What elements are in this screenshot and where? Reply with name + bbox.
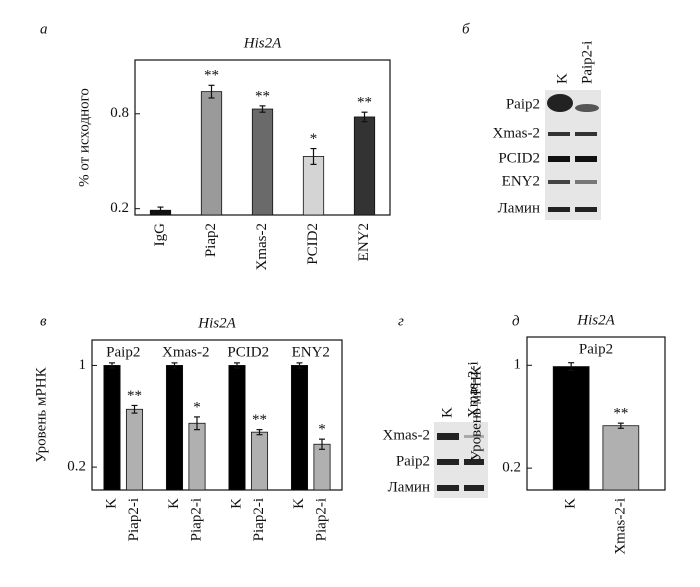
y-tick-label: 1	[79, 357, 87, 373]
bar	[302, 156, 325, 216]
plot-frame	[526, 336, 666, 491]
x-tick-label: PCID2	[305, 223, 321, 265]
x-tick-label: Piap2-i	[313, 498, 329, 541]
blot-row: Ламин	[388, 479, 430, 495]
error-bar	[361, 111, 368, 123]
significance: *	[318, 422, 326, 438]
blot-column: K	[554, 73, 570, 84]
bar	[125, 408, 144, 491]
group-label: Paip2	[579, 341, 613, 357]
x-tick-label: K	[228, 498, 244, 509]
error-bar	[157, 206, 164, 215]
group-label: Paip2	[106, 344, 140, 360]
bar	[251, 108, 274, 216]
chart-title: His2A	[197, 315, 236, 331]
blot-row: PCID2	[498, 150, 540, 166]
y-axis-label: % от исходного	[76, 88, 92, 187]
bar	[165, 365, 184, 491]
blot	[434, 422, 488, 498]
error-bar	[171, 362, 178, 369]
x-tick-label: Xmas-2	[254, 223, 270, 271]
error-bar	[234, 362, 240, 369]
y-axis-label: Уровень мРНК	[33, 366, 49, 462]
bar	[188, 422, 206, 491]
error-bar	[310, 147, 317, 165]
y-tick-label: 0.2	[502, 460, 521, 476]
panel-label: г	[398, 313, 404, 329]
bar	[290, 365, 309, 491]
significance: **	[613, 406, 628, 422]
blot-row: Ламин	[498, 200, 540, 216]
group-label: PCID2	[227, 344, 269, 360]
blot-row: Xmas-2	[383, 427, 431, 443]
blot-column: Paip2-i	[579, 41, 595, 84]
blot-row: Xmas-2	[493, 125, 541, 141]
y-tick-label: 1	[514, 357, 522, 373]
x-tick-label: K	[563, 498, 579, 509]
significance: *	[193, 399, 201, 415]
group-label: Xmas-2	[162, 344, 210, 360]
blot-row: ENY2	[502, 173, 540, 189]
error-bar	[208, 84, 215, 99]
panel-label: в	[40, 313, 47, 329]
group-label: ENY2	[292, 344, 330, 360]
x-tick-label: Piap2	[203, 223, 219, 257]
significance: **	[357, 95, 372, 111]
error-bar	[296, 362, 303, 369]
y-tick-label: 0.2	[67, 459, 86, 475]
blot-column: K	[439, 407, 455, 418]
x-tick-label: ENY2	[356, 223, 372, 261]
x-tick-label: K	[291, 498, 307, 509]
bar	[250, 431, 269, 491]
error-bar	[109, 362, 115, 369]
y-tick-label: 0.8	[110, 105, 129, 121]
x-tick-label: K	[103, 498, 119, 509]
y-axis-label: Уровень мРНК	[468, 365, 484, 461]
bar	[552, 366, 590, 491]
blot	[545, 90, 601, 220]
x-tick-label: IgG	[152, 223, 168, 246]
x-tick-label: Piap2-i	[251, 498, 267, 541]
x-tick-label: Piap2-i	[126, 498, 142, 541]
panel-label: д	[512, 313, 520, 329]
bar	[602, 425, 640, 491]
bar	[103, 365, 121, 491]
chart-title: His2A	[243, 35, 282, 51]
error-bar	[319, 438, 325, 450]
error-bar	[259, 105, 266, 113]
bar	[313, 443, 331, 491]
x-tick-label: Piap2-i	[188, 498, 204, 541]
x-tick-label: Xmas-2-i	[612, 498, 628, 555]
error-bar	[617, 422, 624, 429]
y-tick-label: 0.2	[110, 200, 129, 216]
x-tick-label: K	[166, 498, 182, 509]
panel-label: а	[40, 21, 48, 37]
error-bar	[131, 404, 138, 414]
significance: **	[255, 88, 270, 104]
error-bar	[256, 429, 263, 436]
chart-title: His2A	[576, 312, 615, 328]
blot-row: Paip2	[396, 453, 430, 469]
blot-row: Paip2	[506, 96, 540, 112]
blot-column: Xmas-2-i	[465, 361, 481, 418]
error-bar	[568, 362, 575, 372]
panel-label: б	[462, 21, 470, 37]
bar	[228, 365, 246, 491]
plot-frame	[91, 339, 343, 491]
significance: **	[127, 388, 142, 404]
significance: **	[252, 412, 267, 428]
bar	[200, 91, 223, 216]
significance: *	[310, 131, 318, 147]
significance: **	[204, 68, 219, 84]
error-bar	[194, 416, 200, 431]
bar	[353, 116, 376, 216]
